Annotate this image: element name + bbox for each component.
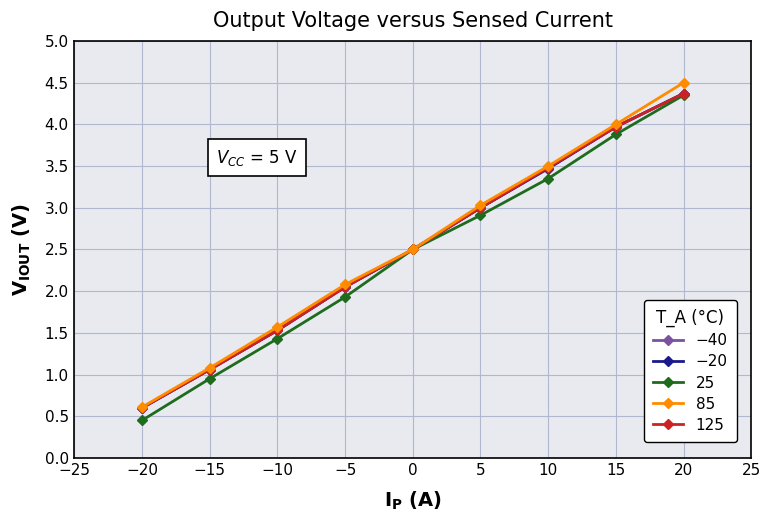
25: [340, 294, 350, 300]
85: [679, 79, 688, 86]
125: [679, 90, 688, 97]
Line: −40: −40: [138, 90, 687, 412]
85: [408, 246, 418, 253]
−40: [543, 165, 553, 171]
−40: [340, 284, 350, 290]
125: [476, 204, 485, 211]
85: [543, 163, 553, 169]
125: [340, 284, 350, 290]
−20: [611, 124, 621, 130]
85: [611, 121, 621, 128]
−40: [611, 124, 621, 130]
−20: [679, 90, 688, 97]
−40: [679, 90, 688, 97]
25: [679, 92, 688, 98]
−20: [273, 327, 282, 334]
125: [273, 327, 282, 334]
25: [205, 376, 215, 382]
125: [408, 246, 418, 253]
125: [611, 124, 621, 130]
Line: 25: 25: [138, 92, 687, 424]
25: [611, 131, 621, 138]
125: [137, 405, 147, 411]
Text: $V_{CC}$ = 5 V: $V_{CC}$ = 5 V: [216, 147, 298, 168]
−40: [205, 367, 215, 373]
85: [137, 404, 147, 410]
−20: [543, 165, 553, 172]
−20: [205, 367, 215, 373]
X-axis label: $\mathbf{I_P}$ $\mathbf{(A)}$: $\mathbf{I_P}$ $\mathbf{(A)}$: [384, 490, 442, 512]
Line: 125: 125: [138, 90, 687, 412]
Line: 85: 85: [138, 79, 687, 411]
25: [543, 175, 553, 181]
85: [340, 281, 350, 288]
−40: [137, 405, 147, 411]
25: [476, 212, 485, 219]
−20: [408, 246, 418, 253]
125: [543, 165, 553, 171]
85: [205, 365, 215, 371]
Title: Output Voltage versus Sensed Current: Output Voltage versus Sensed Current: [213, 11, 613, 31]
Y-axis label: $\mathbf{V_{IOUT}}$ $\mathbf{(V)}$: $\mathbf{V_{IOUT}}$ $\mathbf{(V)}$: [11, 203, 33, 295]
−20: [476, 204, 485, 211]
85: [273, 324, 282, 330]
−20: [340, 284, 350, 290]
125: [205, 367, 215, 373]
−40: [273, 327, 282, 334]
−40: [476, 204, 485, 211]
25: [273, 336, 282, 342]
−20: [137, 405, 147, 411]
−40: [408, 246, 418, 253]
85: [476, 202, 485, 208]
25: [408, 246, 418, 253]
Line: −20: −20: [138, 90, 687, 412]
Legend: −40, −20, 25, 85, 125: −40, −20, 25, 85, 125: [644, 300, 736, 442]
25: [137, 417, 147, 424]
